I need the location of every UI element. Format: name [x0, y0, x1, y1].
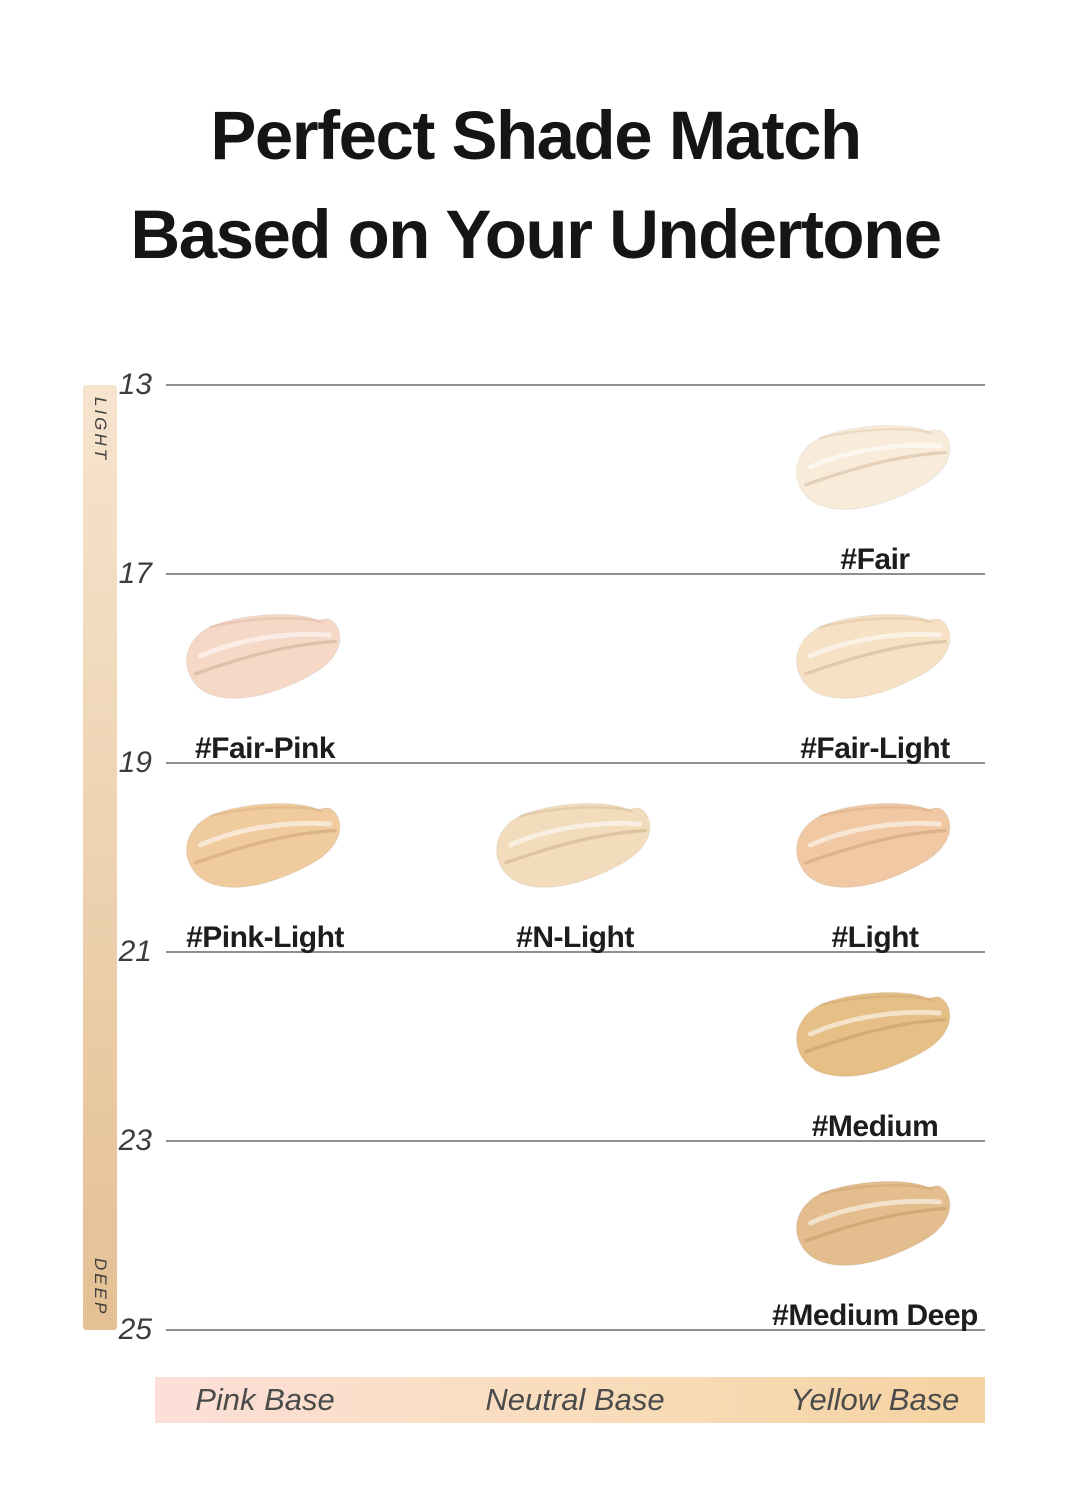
foundation-smear-icon	[786, 984, 964, 1097]
y-tick-label: 21	[118, 935, 152, 968]
page-title: Perfect Shade Match Based on Your Undert…	[0, 86, 1071, 284]
shade-swatch-fair-light: #Fair-Light	[765, 606, 985, 766]
shade-swatch-fair-pink: #Fair-Pink	[155, 606, 375, 766]
y-tick-label: 25	[118, 1313, 152, 1346]
foundation-smear-icon	[786, 1173, 964, 1286]
foundation-smear-icon	[176, 795, 354, 908]
undertone-label-pink-base: Pink Base	[195, 1382, 335, 1417]
title-line-1: Perfect Shade Match	[210, 97, 862, 174]
undertone-label-neutral-base: Neutral Base	[485, 1382, 665, 1417]
title-line-2: Based on Your Undertone	[130, 196, 942, 273]
depth-gradient-bar: LIGHT DEEP	[83, 385, 117, 1330]
grid-line	[166, 384, 985, 386]
shade-label: #Light	[831, 921, 920, 954]
grid-line	[166, 1140, 985, 1142]
foundation-smear-icon	[786, 606, 964, 719]
shade-swatch-fair: #Fair	[765, 417, 985, 577]
shade-swatch-medium: #Medium	[765, 984, 985, 1144]
gridline-row: 13	[60, 368, 985, 401]
shade-label: #Fair	[840, 543, 910, 576]
y-tick-label: 17	[118, 557, 152, 590]
foundation-smear-icon	[486, 795, 664, 908]
foundation-smear-icon	[786, 417, 964, 530]
shade-label: #Medium Deep	[772, 1299, 978, 1332]
shade-label: #N-Light	[516, 921, 634, 954]
depth-label-light: LIGHT	[91, 397, 110, 463]
y-tick-label: 13	[118, 368, 152, 401]
shade-label: #Fair-Pink	[194, 732, 336, 765]
grid-line	[166, 1329, 985, 1331]
shade-swatch-medium-deep: #Medium Deep	[765, 1173, 985, 1333]
undertone-label-yellow-base: Yellow Base	[790, 1382, 960, 1417]
foundation-smear-icon	[786, 795, 964, 908]
grid-line	[166, 951, 985, 953]
gridline-row: 17	[60, 557, 985, 590]
shade-label: #Pink-Light	[186, 921, 344, 954]
gridline-row: 23	[60, 1124, 985, 1157]
shade-swatch-n-light: #N-Light	[465, 795, 685, 955]
grid-line	[166, 573, 985, 575]
shade-swatch-pink-light: #Pink-Light	[155, 795, 375, 955]
shade-label: #Medium	[811, 1110, 939, 1143]
y-tick-label: 19	[118, 746, 152, 779]
gridline-row: 25	[60, 1313, 985, 1346]
foundation-smear-icon	[176, 606, 354, 719]
shade-label: #Fair-Light	[800, 732, 950, 765]
y-tick-label: 23	[118, 1124, 152, 1157]
grid-line	[166, 762, 985, 764]
undertone-gradient-bar: Pink Base Neutral Base Yellow Base	[155, 1377, 985, 1423]
gridline-row: 21	[60, 935, 985, 968]
shade-swatch-light: #Light	[765, 795, 985, 955]
depth-label-deep: DEEP	[91, 1257, 110, 1316]
gridline-row: 19	[60, 746, 985, 779]
